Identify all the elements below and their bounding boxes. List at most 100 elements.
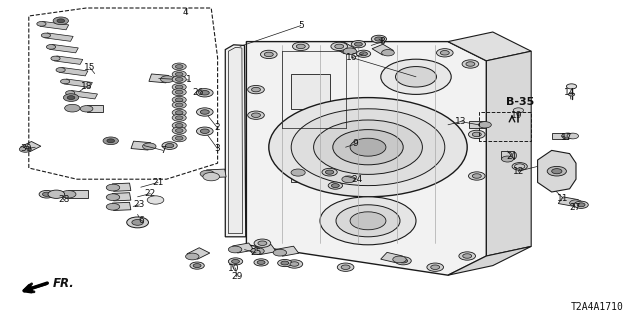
Circle shape [57,19,65,23]
Circle shape [341,265,350,269]
Circle shape [106,184,120,191]
Circle shape [360,52,367,56]
Text: 4: 4 [183,8,188,17]
Circle shape [269,98,467,197]
Polygon shape [232,243,254,253]
Text: 16: 16 [346,53,358,62]
Polygon shape [448,246,531,275]
Circle shape [172,84,186,91]
Circle shape [19,146,31,152]
Circle shape [65,104,80,112]
Polygon shape [225,45,246,237]
Polygon shape [149,74,168,83]
Circle shape [381,50,394,56]
Polygon shape [486,51,531,256]
Circle shape [468,130,485,139]
Circle shape [291,169,305,176]
Text: 18: 18 [81,82,92,91]
Circle shape [427,263,444,271]
Circle shape [577,203,585,207]
Text: 22: 22 [145,189,156,198]
Circle shape [165,143,174,148]
Circle shape [106,204,120,210]
Polygon shape [552,133,568,139]
Circle shape [47,44,56,49]
Circle shape [172,101,186,108]
Polygon shape [113,183,131,191]
Circle shape [196,127,213,135]
Polygon shape [228,47,243,234]
Circle shape [61,190,76,198]
Circle shape [547,166,566,176]
Circle shape [53,17,68,25]
Circle shape [172,135,186,142]
Circle shape [570,200,582,206]
Text: 20: 20 [506,152,518,161]
Circle shape [175,124,183,127]
Circle shape [252,87,260,92]
Polygon shape [54,56,83,64]
Polygon shape [332,170,355,182]
Circle shape [127,217,148,228]
Circle shape [466,62,475,66]
Text: 17: 17 [561,133,572,142]
Circle shape [175,111,183,115]
Circle shape [132,220,143,225]
Circle shape [251,248,264,254]
Circle shape [175,103,183,107]
Circle shape [228,246,242,253]
Circle shape [175,90,183,94]
Circle shape [143,143,156,150]
Circle shape [273,249,287,256]
Text: 5: 5 [298,21,303,30]
Circle shape [335,44,344,49]
Circle shape [350,212,386,230]
Circle shape [278,260,292,267]
Circle shape [381,59,451,94]
Circle shape [200,129,209,133]
Polygon shape [40,21,68,30]
Circle shape [42,192,51,196]
Polygon shape [381,252,403,263]
Circle shape [172,109,186,116]
Circle shape [175,85,183,89]
Text: 2: 2 [215,124,220,132]
Circle shape [203,172,220,181]
Circle shape [107,139,115,143]
Polygon shape [468,121,485,128]
Circle shape [42,33,51,38]
Circle shape [175,77,183,81]
Circle shape [61,79,70,84]
Circle shape [172,71,186,78]
Text: 6: 6 [138,216,143,225]
Polygon shape [20,141,41,152]
Circle shape [350,138,386,156]
Text: FR.: FR. [52,277,74,290]
Circle shape [248,111,264,119]
Circle shape [37,21,46,26]
Text: 12: 12 [513,167,524,176]
Circle shape [175,136,183,140]
Bar [291,154,330,182]
Text: 30: 30 [20,144,31,153]
Circle shape [459,252,476,260]
Circle shape [106,194,120,201]
Text: 25: 25 [250,248,262,257]
Circle shape [396,67,436,87]
Circle shape [66,91,75,95]
Text: 19: 19 [511,111,523,120]
Circle shape [254,239,271,247]
Polygon shape [131,141,150,150]
Polygon shape [207,169,226,178]
Circle shape [193,264,201,268]
Circle shape [196,89,213,97]
Polygon shape [113,193,131,201]
Circle shape [172,76,186,83]
Circle shape [162,142,177,149]
Circle shape [342,176,355,183]
Circle shape [264,52,273,57]
Text: 23: 23 [134,200,145,209]
Polygon shape [60,68,88,76]
Text: 28: 28 [58,196,70,204]
Circle shape [172,127,186,134]
